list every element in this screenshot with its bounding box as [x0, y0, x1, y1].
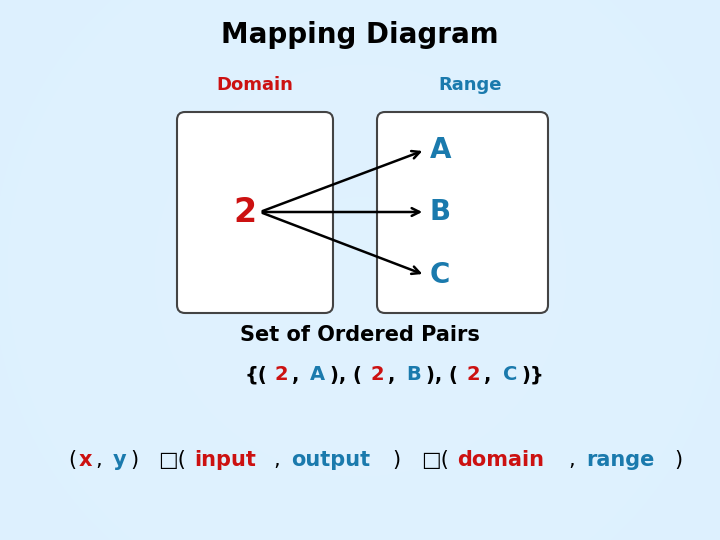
- Text: ,: ,: [274, 450, 287, 470]
- Text: Domain: Domain: [217, 76, 294, 94]
- Text: 2: 2: [371, 366, 384, 384]
- FancyBboxPatch shape: [177, 112, 333, 313]
- Text: input: input: [194, 450, 256, 470]
- Text: B: B: [430, 198, 451, 226]
- Text: range: range: [586, 450, 654, 470]
- Text: ): ): [675, 450, 683, 470]
- Text: 2: 2: [233, 195, 256, 228]
- Text: C: C: [430, 261, 451, 289]
- Text: (: (: [68, 450, 76, 470]
- Text: 2: 2: [274, 366, 288, 384]
- Text: ,: ,: [96, 450, 109, 470]
- Text: ,: ,: [388, 366, 402, 384]
- Text: Set of Ordered Pairs: Set of Ordered Pairs: [240, 325, 480, 345]
- Text: Range: Range: [438, 76, 502, 94]
- Text: B: B: [407, 366, 421, 384]
- Text: {(: {(: [245, 366, 268, 384]
- Text: A: A: [310, 366, 325, 384]
- Text: output: output: [291, 450, 370, 470]
- Text: □(: □(: [420, 450, 449, 470]
- Text: C: C: [503, 366, 517, 384]
- Text: A: A: [430, 136, 451, 164]
- Text: ): ): [393, 450, 415, 470]
- Text: y: y: [113, 450, 127, 470]
- Text: Mapping Diagram: Mapping Diagram: [221, 21, 499, 49]
- Text: ): ): [130, 450, 152, 470]
- Text: ,: ,: [292, 366, 306, 384]
- FancyBboxPatch shape: [377, 112, 548, 313]
- Text: 2: 2: [467, 366, 480, 384]
- Text: ), (: ), (: [426, 366, 457, 384]
- Text: x: x: [78, 450, 92, 470]
- Text: ), (: ), (: [330, 366, 361, 384]
- Text: ,: ,: [569, 450, 582, 470]
- Text: □(: □(: [158, 450, 186, 470]
- Text: )}: )}: [521, 366, 544, 384]
- Text: domain: domain: [456, 450, 544, 470]
- Text: ,: ,: [485, 366, 498, 384]
